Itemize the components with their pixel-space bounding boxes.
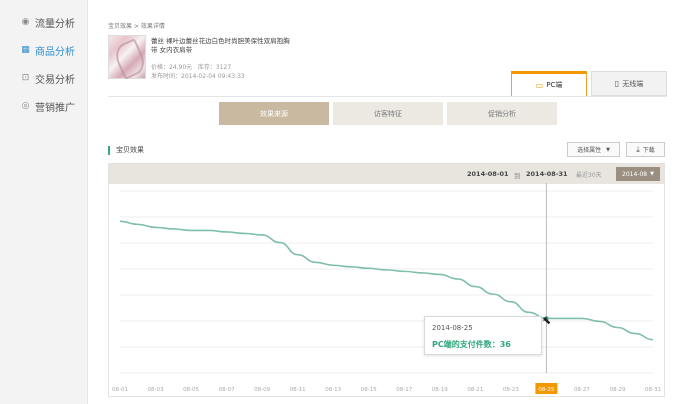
chart-tooltip: 2014-08-25 PC端的支付件数：36 [424,316,542,355]
x-tick-label: 08-05 [183,387,199,393]
chevron-down-icon: ▼ [650,171,654,177]
tab-divider [108,96,667,97]
product-published: 发布时间：2014-02-04 09:43:33 [151,73,245,80]
chart-toolbar: 2014-08-01 到 2014-08-31 最近30天 2014-08 ▼ [109,164,664,184]
sidebar-item-product[interactable]: ▦ 商品分析 [0,36,87,64]
month-label: 2014-08 [622,170,648,178]
eye-icon: ◉ [21,17,30,27]
line-chart[interactable]: 08-01 08-03 08-05 08-07 08-09 08-11 08-13 08-15… [108,183,665,397]
select-attribute-label: 选择属性 [577,147,602,154]
month-dropdown[interactable]: 2014-08 ▼ [616,167,660,181]
x-tick-label: 08-13 [325,387,341,393]
promotion-icon: ◎ [21,101,30,111]
sidebar: ◉ 流量分析 ▦ 商品分析 ⊡ 交易分析 ◎ 营销推广 [0,0,88,404]
section-title: 宝贝效果 [108,146,144,155]
sidebar-item-label: 交易分析 [35,74,75,86]
tab-mobile[interactable]: ▯ 无线端 [591,71,667,96]
x-tick-label: 08-11 [290,387,306,393]
x-axis: 08-01 08-03 08-05 08-07 08-09 08-11 08-13 08-15… [112,383,661,394]
product-thumbnail[interactable] [108,35,146,79]
recent-30-days-link[interactable]: 最近30天 [576,172,602,179]
download-label: 下载 [642,147,655,154]
sidebar-item-label: 流量分析 [35,18,75,30]
download-button[interactable]: ⤓ 下载 [626,142,665,157]
sidebar-item-label: 营销推广 [35,102,75,114]
sidebar-item-promotion[interactable]: ◎ 营销推广 [0,92,87,120]
x-tick-label: 08-31 [645,387,661,393]
breadcrumb[interactable]: 宝贝效果 > 效果详情 [108,23,165,30]
chart-panel: 2014-08-01 到 2014-08-31 最近30天 2014-08 ▼ [108,163,665,397]
tab-pc-label: PC端 [546,81,563,89]
tooltip-date: 2014-08-25 [432,324,473,332]
product-stock: 库存：3127 [197,64,232,71]
x-tick-highlight [535,383,558,394]
x-tick-label: 08-21 [467,387,483,393]
tooltip-value: PC端的支付件数：36 [432,340,511,349]
tab-promotion-analysis[interactable]: 促销分析 [447,102,557,125]
date-start[interactable]: 2014-08-01 [467,170,509,178]
product-title[interactable]: 蕾丝 裸叶边蕾丝花边白色时尚胆美保性双肩抱胸带 女内衣肩带 [151,37,290,54]
phone-icon: ▯ [614,79,620,88]
select-attribute-dropdown[interactable]: 选择属性 ▼ [567,142,620,157]
hover-point [544,316,549,321]
x-tick-label: 08-25 [538,387,554,393]
x-tick-label: 08-07 [219,387,235,393]
product-price-stock: 价格：24.90元 库存：3127 [151,62,231,71]
download-icon: ⤓ [636,144,640,154]
tab-pc[interactable]: ▭ PC端 [511,71,587,96]
tab-visitor-features[interactable]: 访客特征 [333,102,443,125]
x-tick-label: 08-01 [112,387,128,393]
x-tick-label: 08-03 [148,387,164,393]
tab-effect-source[interactable]: 效果来源 [219,102,329,125]
date-end[interactable]: 2014-08-31 [526,170,568,178]
x-tick-label: 08-09 [254,387,270,393]
x-tick-label: 08-29 [609,387,625,393]
product-price: 价格：24.90元 [151,64,193,71]
x-tick-label: 08-15 [361,387,377,393]
sidebar-item-trade[interactable]: ⊡ 交易分析 [0,64,87,92]
sidebar-item-label: 商品分析 [35,46,75,58]
series-line [119,220,654,341]
sidebar-item-traffic[interactable]: ◉ 流量分析 [0,8,87,36]
mouse-cursor-icon: ⬉ [542,314,552,327]
x-tick-label: 08-27 [574,387,590,393]
date-to: 到 [514,172,521,180]
cart-icon: ⊡ [21,73,30,83]
monitor-icon: ▭ [535,80,544,90]
x-tick-label: 08-19 [432,387,448,393]
product-icon: ▦ [21,45,30,55]
x-tick-label: 08-23 [503,387,519,393]
x-tick-label: 08-17 [396,387,412,393]
chevron-down-icon: ▼ [606,146,610,153]
tab-mobile-label: 无线端 [622,79,644,88]
chart-grid [120,190,653,374]
